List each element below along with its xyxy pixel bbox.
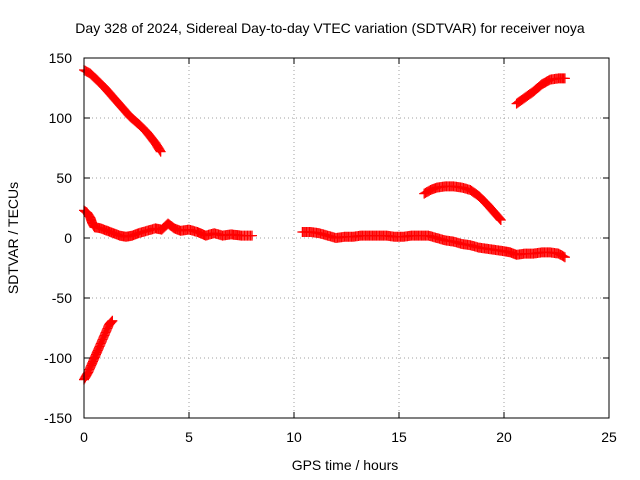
y-tick-label: 0	[64, 230, 72, 246]
y-tick-label: 50	[56, 170, 72, 186]
data-series-arc-2	[79, 205, 257, 242]
data-point	[106, 316, 117, 327]
x-tick-label: 15	[391, 429, 407, 445]
data-point	[494, 213, 505, 223]
axis-ticks: 0 5 10 15 20 25 -150 -100 -50 0 50 100 150	[44, 50, 617, 445]
data-point	[559, 252, 570, 263]
x-tick-label: 25	[601, 429, 617, 445]
chart-title: Day 328 of 2024, Sidereal Day-to-day VTE…	[75, 20, 585, 36]
data-point	[155, 146, 166, 157]
data-series-arc-5	[419, 181, 506, 225]
data-point	[154, 144, 165, 155]
data-series-arc-1	[79, 65, 166, 157]
x-axis-title: GPS time / hours	[292, 457, 399, 473]
data-series-arc-3	[79, 315, 118, 385]
plot-frame	[83, 57, 610, 419]
y-tick-label: -150	[44, 410, 72, 426]
x-tick-label: 20	[496, 429, 512, 445]
data-series-arc-4	[297, 227, 570, 263]
y-axis-title: SDTVAR / TECUs	[5, 182, 21, 294]
data-point	[247, 230, 257, 241]
y-tick-label: 100	[49, 110, 73, 126]
x-tick-label: 10	[286, 429, 302, 445]
y-tick-label: -100	[44, 350, 72, 366]
x-tick-label: 0	[80, 429, 88, 445]
x-tick-label: 5	[185, 429, 193, 445]
y-tick-label: 150	[49, 50, 73, 66]
data-point	[107, 315, 118, 326]
data-point	[105, 317, 116, 328]
data-point	[494, 214, 505, 224]
data-point	[557, 250, 568, 261]
data-point	[495, 215, 506, 225]
data-point	[544, 75, 554, 86]
data-point	[559, 73, 570, 84]
data-markers	[79, 65, 570, 385]
grid-lines	[84, 58, 609, 418]
data-point	[154, 145, 165, 156]
data-series-arc-6	[511, 73, 570, 109]
y-tick-label: -50	[52, 290, 72, 306]
data-point	[558, 251, 569, 262]
